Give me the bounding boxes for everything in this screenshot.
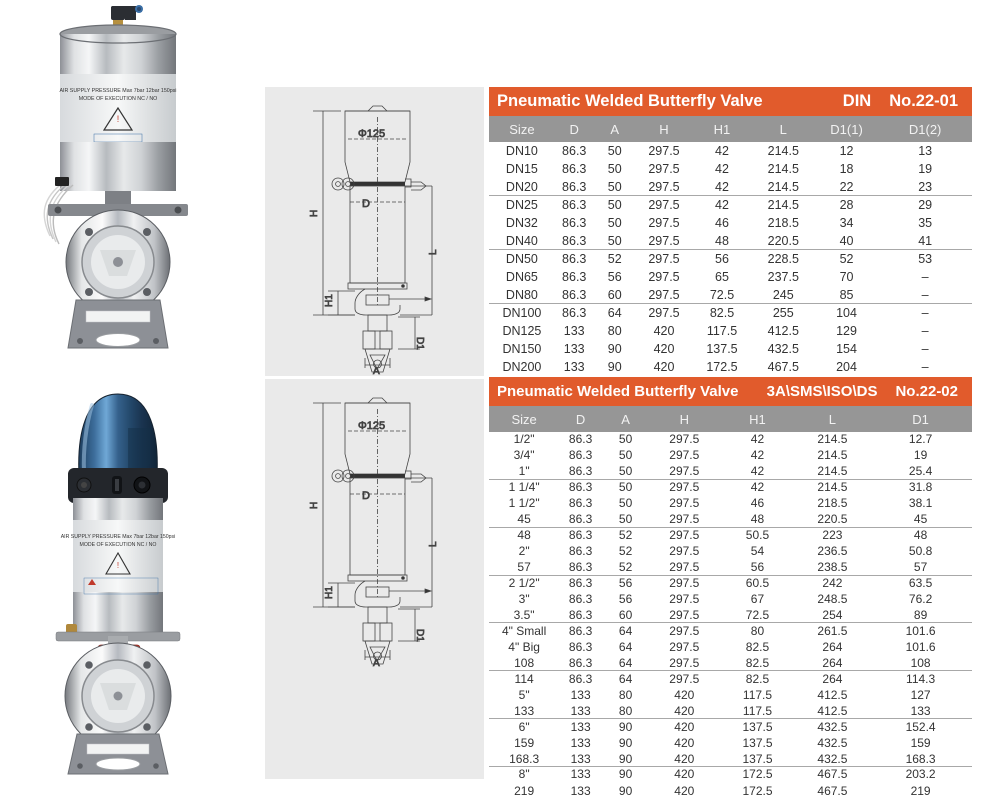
svg-text:AIR SUPPLY PRESSURE Max 7bar: AIR SUPPLY PRESSURE Max 7bar 12bar 150ps…	[60, 88, 177, 94]
svg-text:H1: H1	[324, 586, 335, 599]
svg-text:!: !	[117, 114, 120, 124]
svg-text:Φ125: Φ125	[358, 128, 385, 140]
svg-text:A: A	[373, 658, 380, 668]
svg-text:D: D	[362, 490, 370, 502]
svg-text:AIR SUPPLY PRESSURE Max 7bar: AIR SUPPLY PRESSURE Max 7bar 12bar 150ps…	[61, 534, 176, 540]
svg-text:H: H	[309, 210, 320, 217]
svg-text:L: L	[428, 541, 439, 547]
svg-text:D1: D1	[414, 337, 425, 350]
svg-text:MODE OF EXECUTION NC / NO: MODE OF EXECUTION NC / NO	[79, 96, 158, 102]
svg-text:D: D	[362, 198, 370, 210]
svg-text:Φ125: Φ125	[358, 420, 385, 432]
svg-text:A: A	[373, 366, 380, 376]
svg-text:MODE OF EXECUTION NC / NO: MODE OF EXECUTION NC / NO	[80, 542, 157, 548]
svg-text:L: L	[428, 249, 439, 255]
svg-text:D1: D1	[414, 629, 425, 642]
svg-text:!: !	[117, 561, 119, 570]
svg-text:H: H	[309, 502, 320, 509]
svg-text:H1: H1	[324, 294, 335, 307]
